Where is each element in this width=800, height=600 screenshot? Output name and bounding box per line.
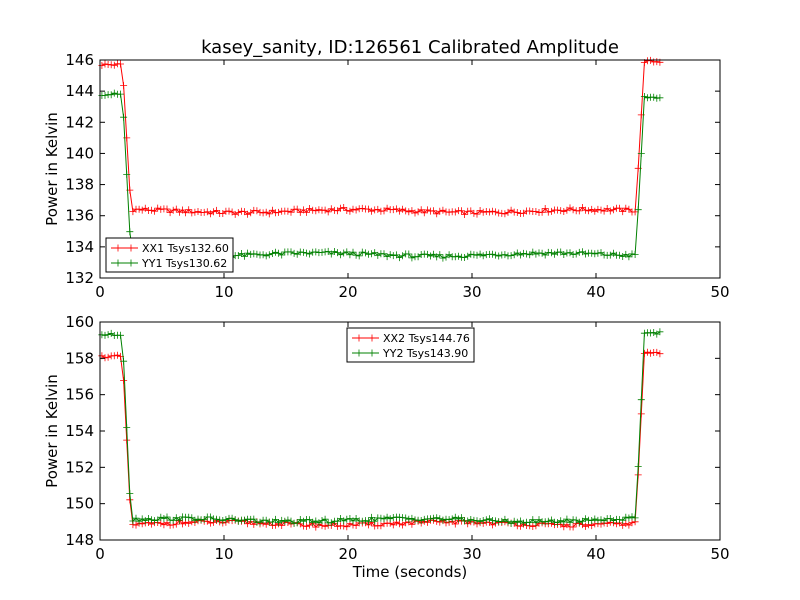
top-panel: 0 10 20 30 40 50 132 134 136 138 140 142 144 146 Power… (43, 51, 730, 301)
series-markers-yy2 (98, 328, 664, 527)
legend-box (105, 237, 234, 273)
series-markers-xx2 (98, 348, 664, 531)
x-tick-label: 0 (95, 283, 105, 301)
legend: XX1 Tsys132.60 YY1 Tsys130.62 (105, 237, 234, 273)
y-tick-label: 136 (65, 207, 94, 225)
y-axis-label: Power in Kelvin (43, 374, 61, 488)
legend-box (346, 327, 475, 363)
x-tick-label: 20 (338, 283, 357, 301)
x-tick-label: 20 (338, 545, 357, 563)
series-line-xx2 (101, 351, 661, 528)
y-tick-label: 138 (65, 176, 94, 194)
y-tick-label: 152 (65, 458, 94, 476)
legend-marker (114, 244, 135, 252)
bottom-panel: 0 10 20 30 40 50 148 150 152 154 156 158 160 Power in… (43, 313, 730, 581)
x-tick-label: 30 (462, 283, 481, 301)
y-tick-label: 146 (65, 51, 94, 69)
chart-title: kasey_sanity, ID:126561 Calibrated Ampli… (201, 37, 619, 58)
y-tick-label: 148 (65, 531, 94, 549)
series-markers-yy1 (98, 89, 664, 262)
y-tick-label: 144 (65, 82, 94, 100)
x-tick-label: 10 (214, 283, 233, 301)
legend-label: XX1 Tsys132.60 (142, 242, 229, 255)
y-tick-label: 158 (65, 349, 94, 367)
legend-label: YY2 Tsys143.90 (382, 347, 468, 360)
plot-frame (99, 59, 721, 279)
x-tick-label: 10 (214, 545, 233, 563)
x-tick-label: 0 (95, 545, 105, 563)
series-line-xx1 (101, 59, 661, 216)
legend-label: YY1 Tsys130.62 (141, 257, 227, 270)
x-axis-label: Time (seconds) (352, 563, 468, 581)
y-tick-label: 132 (65, 269, 94, 287)
legend-marker (114, 259, 135, 267)
x-tick-label: 40 (586, 283, 605, 301)
y-tick-label: 150 (65, 495, 94, 513)
x-tick-label: 50 (710, 283, 729, 301)
legend: XX2 Tsys144.76 YY2 Tsys143.90 (346, 327, 475, 363)
series-line-yy1 (101, 92, 660, 259)
legend-marker (355, 349, 376, 357)
y-tick-label: 142 (65, 113, 94, 131)
y-tick-label: 154 (65, 422, 94, 440)
legend-label: XX2 Tsys144.76 (383, 332, 470, 345)
x-tick-label: 50 (710, 545, 729, 563)
series-markers-xx1 (98, 56, 664, 218)
x-tick-label: 30 (462, 545, 481, 563)
y-axis-label: Power in Kelvin (43, 112, 61, 226)
y-tick-label: 156 (65, 386, 94, 404)
x-tick-label: 40 (586, 545, 605, 563)
legend-marker (355, 334, 376, 342)
y-tick-label: 160 (65, 313, 94, 331)
y-tick-label: 134 (65, 238, 94, 256)
y-tick-label: 140 (65, 144, 94, 162)
